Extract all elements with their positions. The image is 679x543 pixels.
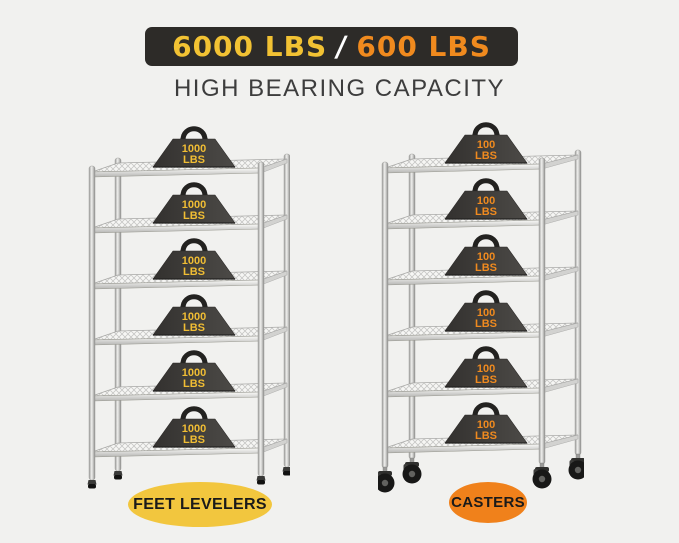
weight-100lbs-icon	[445, 125, 527, 163]
left-shelf-unit	[87, 120, 290, 489]
front-posts	[88, 161, 265, 481]
caster-wheel-icon	[378, 466, 395, 493]
capacity-separator: /	[333, 30, 350, 63]
foot-leveler-icon	[256, 476, 266, 485]
subtitle: HIGH BEARING CAPACITY	[173, 75, 506, 102]
weight-1000lbs-icon	[153, 353, 235, 391]
foot-leveler-icon	[113, 471, 123, 480]
casters-label: CASTERS	[449, 482, 527, 523]
caster-wheel-icon	[532, 462, 552, 489]
capacity-right-value: 600 LBS	[356, 30, 491, 63]
capacity-left-value: 6000 LBS	[172, 30, 328, 63]
caster-wheel-icon	[402, 457, 422, 484]
weight-1000lbs-icon	[153, 409, 235, 447]
weight-100lbs-icon	[445, 293, 527, 331]
feet-levelers-label: FEET LEVELERS	[128, 482, 272, 527]
weight-100lbs-icon	[445, 181, 527, 219]
weight-1000lbs-icon	[153, 185, 235, 223]
weight-1000lbs-icon	[153, 297, 235, 335]
caster-wheel-icon	[568, 453, 584, 480]
weight-1000lbs-icon	[153, 129, 235, 167]
right-shelf-unit	[378, 118, 584, 493]
foot-leveler-icon	[282, 467, 290, 476]
weight-100lbs-icon	[445, 237, 527, 275]
capacity-banner: 6000 LBS / 600 LBS	[145, 27, 518, 66]
weight-100lbs-icon	[445, 349, 527, 387]
weight-100lbs-icon	[445, 405, 527, 443]
foot-leveler-icon	[87, 480, 97, 489]
front-posts	[381, 157, 546, 469]
weight-1000lbs-icon	[153, 241, 235, 279]
